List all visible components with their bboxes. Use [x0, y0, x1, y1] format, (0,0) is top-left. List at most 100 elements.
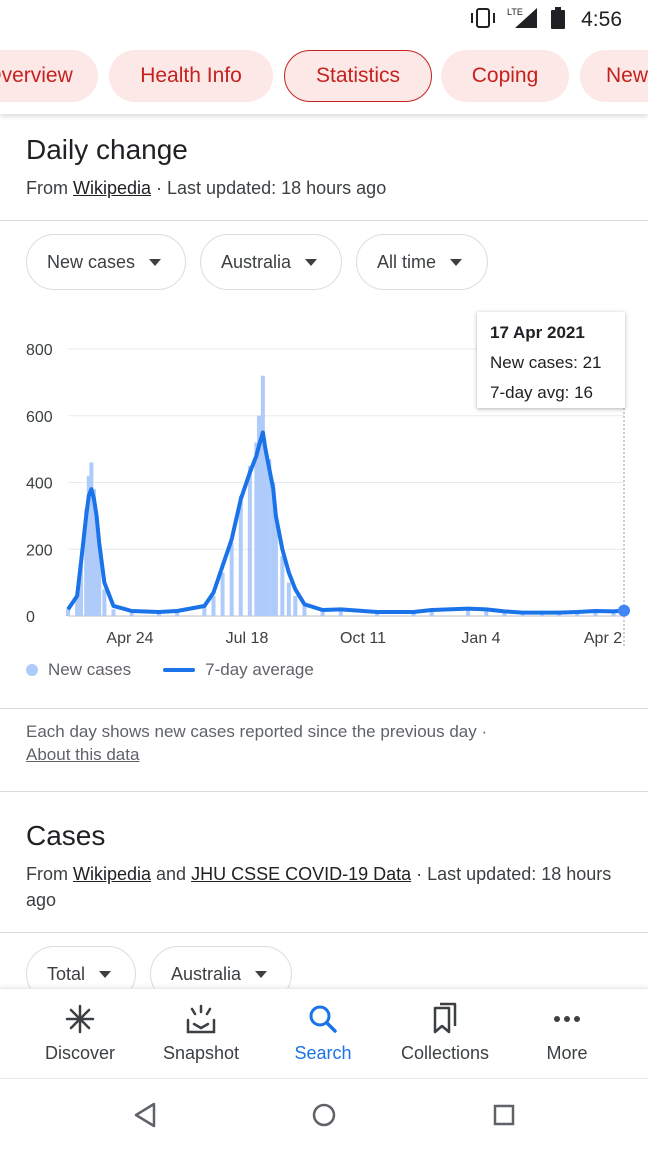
chart-x-axis: Apr 24 Jul 18 Oct 11 Jan 4 Apr 2	[106, 630, 622, 647]
new-cases-bar	[293, 595, 298, 616]
new-cases-bar	[229, 542, 234, 616]
new-cases-bar	[611, 610, 616, 616]
seven-day-average-line	[66, 430, 625, 615]
home-circle-icon[interactable]	[311, 1101, 337, 1134]
divider	[0, 791, 648, 792]
new-cases-bar	[111, 609, 116, 616]
new-cases-bar	[271, 482, 276, 616]
x-tick-label: Jul 18	[226, 630, 269, 647]
nav-label: Discover	[44, 1043, 115, 1063]
tab-overview[interactable]: Overview	[0, 50, 98, 102]
nav-label: Snapshot	[162, 1043, 240, 1063]
new-cases-bar	[502, 610, 507, 616]
new-cases-bar	[102, 589, 107, 616]
new-cases-bar	[89, 462, 94, 616]
vibrate-icon	[469, 7, 497, 34]
tab-news[interactable]: News	[580, 50, 648, 102]
new-cases-bar	[156, 612, 161, 616]
nav-snapshot[interactable]: Snapshot	[141, 1001, 261, 1064]
new-cases-bar	[256, 415, 261, 616]
nav-label: Collections	[400, 1043, 490, 1063]
collections-icon	[385, 1001, 505, 1037]
y-tick-label: 400	[26, 476, 53, 493]
lte-signal-icon: LTE	[507, 6, 541, 35]
last-updated: · Last updated: 18 hours ago	[151, 178, 387, 198]
chart-tooltip: 17 Apr 2021 New cases: 21 7-day avg: 16	[477, 312, 625, 408]
new-cases-bar	[375, 612, 380, 616]
x-tick-label: Apr 2	[584, 630, 622, 647]
new-cases-bar	[273, 515, 278, 616]
new-cases-bar	[267, 459, 272, 616]
metric-value: Total	[47, 963, 86, 984]
dropdown-caret-icon	[255, 970, 268, 978]
recents-square-icon[interactable]	[491, 1101, 517, 1134]
asterisk-icon	[20, 1001, 140, 1037]
nav-collections[interactable]: Collections	[385, 1001, 505, 1064]
new-cases-bar	[429, 609, 434, 616]
dropdown-caret-icon	[149, 258, 162, 266]
new-cases-bar	[320, 610, 325, 616]
chart-gridlines	[68, 348, 624, 617]
selected-point[interactable]	[618, 604, 630, 617]
jhu-link[interactable]: JHU CSSE COVID-19 Data	[191, 864, 412, 884]
system-navigation	[0, 1078, 648, 1152]
y-tick-label: 600	[26, 409, 53, 426]
new-cases-bar	[484, 609, 489, 616]
snapshot-icon	[141, 1001, 261, 1037]
metric-value: New cases	[47, 251, 136, 272]
nav-discover[interactable]: Discover	[20, 1001, 140, 1064]
source-prefix: From	[26, 864, 73, 884]
region-value: Australia	[171, 963, 242, 984]
tooltip-date: 17 Apr 2021	[490, 323, 585, 342]
wikipedia-link[interactable]: Wikipedia	[73, 178, 152, 198]
new-cases-bar	[302, 605, 307, 616]
source-and: and	[151, 864, 192, 884]
new-cases-bar	[338, 609, 343, 616]
y-tick-label: 0	[26, 609, 35, 626]
cases-metric-dropdown[interactable]: Total	[26, 946, 136, 988]
dropdown-caret-icon	[450, 258, 463, 266]
back-triangle-icon[interactable]	[132, 1101, 158, 1134]
lte-label: LTE	[507, 7, 523, 17]
new-cases-bar	[280, 555, 285, 616]
wikipedia-link[interactable]: Wikipedia	[73, 864, 152, 884]
range-dropdown[interactable]: All time	[356, 234, 488, 290]
range-value: All time	[377, 251, 437, 272]
search-icon	[263, 1001, 383, 1037]
tab-coping[interactable]: Coping	[441, 50, 569, 102]
source-prefix: From	[26, 178, 73, 198]
nav-label: Search	[294, 1043, 352, 1063]
tab-statistics[interactable]: Statistics	[284, 50, 432, 102]
bottom-navigation: Discover Snapshot Search Collections Mor…	[0, 988, 648, 1078]
new-cases-bar	[84, 509, 89, 616]
tab-health-info[interactable]: Health Info	[109, 50, 273, 102]
new-cases-bar	[202, 605, 207, 616]
nav-search[interactable]: Search	[263, 1001, 383, 1064]
metric-dropdown[interactable]: New cases	[26, 234, 186, 290]
cases-region-dropdown[interactable]: Australia	[150, 946, 292, 988]
new-cases-bar	[175, 610, 180, 616]
legend-new-cases: New cases	[48, 660, 132, 679]
new-cases-bar	[286, 582, 291, 616]
new-cases-bar	[238, 495, 243, 616]
about-this-data-link[interactable]: About this data	[26, 745, 140, 764]
data-note: Each day shows new cases reported since …	[26, 720, 626, 766]
status-time: 4:56	[581, 8, 622, 31]
region-dropdown[interactable]: Australia	[200, 234, 342, 290]
chart-y-axis: 0 200 400 600 800	[26, 342, 53, 626]
new-cases-bar	[254, 442, 259, 616]
nav-more[interactable]: More	[507, 1001, 627, 1064]
note-text: Each day shows new cases reported since …	[26, 722, 477, 741]
chart-legend: New cases 7-day average	[26, 660, 314, 680]
cases-title: Cases	[26, 820, 106, 851]
new-cases-bar	[247, 465, 252, 616]
dropdown-caret-icon	[99, 970, 112, 978]
cases-source: From Wikipedia and JHU CSSE COVID-19 Dat…	[26, 861, 626, 913]
new-cases-bar	[78, 562, 83, 616]
divider	[0, 220, 648, 221]
statistics-content: Daily change From Wikipedia · Last updat…	[0, 114, 648, 988]
new-cases-bar	[129, 610, 134, 616]
tooltip-new-cases: New cases: 21	[490, 353, 602, 372]
region-value: Australia	[221, 251, 292, 272]
